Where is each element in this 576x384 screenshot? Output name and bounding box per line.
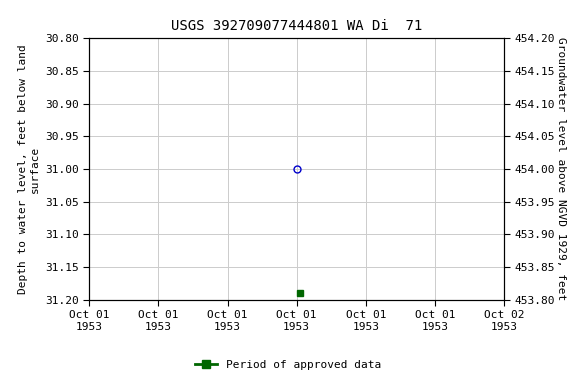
- Y-axis label: Groundwater level above NGVD 1929, feet: Groundwater level above NGVD 1929, feet: [556, 37, 566, 301]
- Title: USGS 392709077444801 WA Di  71: USGS 392709077444801 WA Di 71: [171, 19, 422, 33]
- Legend: Period of approved data: Period of approved data: [191, 356, 385, 375]
- Y-axis label: Depth to water level, feet below land
surface: Depth to water level, feet below land su…: [18, 44, 40, 294]
